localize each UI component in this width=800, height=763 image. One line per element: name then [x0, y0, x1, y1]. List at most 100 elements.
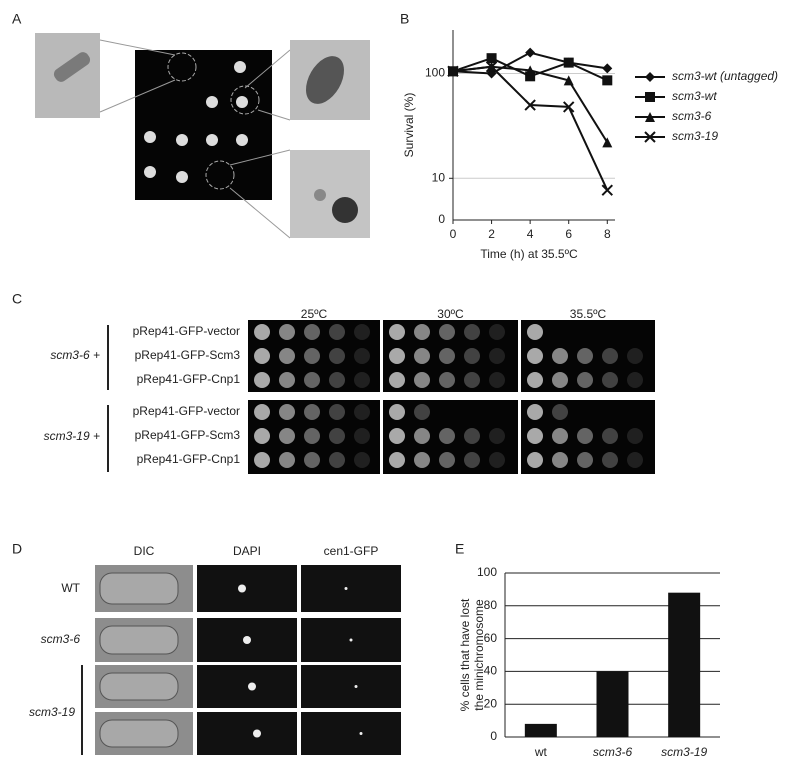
- spot: [439, 452, 455, 468]
- marker: [645, 72, 655, 82]
- spot: [254, 324, 270, 340]
- micrograph: [301, 665, 401, 708]
- y-axis-label: the minichromosome: [472, 599, 486, 711]
- signal: [359, 732, 363, 735]
- spot: [439, 372, 455, 388]
- spot: [489, 428, 505, 444]
- signal: [344, 587, 348, 590]
- row-label: scm3-6: [41, 632, 81, 646]
- spot: [464, 324, 480, 340]
- x-tick-label: 4: [527, 227, 534, 241]
- spot: [254, 348, 270, 364]
- plasmid-label: pRep41-GFP-Cnp1: [137, 452, 241, 466]
- spot: [329, 324, 345, 340]
- spot: [389, 348, 405, 364]
- signal: [253, 729, 261, 738]
- plasmid-label: pRep41-GFP-Scm3: [135, 348, 241, 362]
- marker: [485, 61, 498, 73]
- spot: [577, 372, 593, 388]
- spot: [329, 404, 345, 420]
- legend-label: scm3-19: [672, 129, 718, 143]
- plasmid-label: pRep41-GFP-vector: [133, 404, 240, 418]
- spot: [414, 348, 430, 364]
- spot: [304, 428, 320, 444]
- micrograph: [197, 565, 297, 612]
- x-axis-label: Time (h) at 35.5ºC: [480, 247, 578, 261]
- y-tick-label: 60: [484, 631, 498, 645]
- bar: [668, 592, 701, 737]
- y-tick-label: 80: [484, 598, 498, 612]
- spot: [439, 324, 455, 340]
- signal: [354, 685, 358, 688]
- spot: [414, 452, 430, 468]
- row-label: scm3-19: [29, 705, 75, 719]
- series-line: [452, 65, 609, 191]
- temperature-label: 25ºC: [301, 307, 328, 321]
- y-tick-label: 40: [484, 664, 498, 678]
- x-tick-label: 2: [488, 227, 495, 241]
- y-tick-label: 100: [425, 66, 445, 80]
- spot: [354, 324, 370, 340]
- spot: [527, 404, 543, 420]
- spot: [602, 348, 618, 364]
- spot: [354, 348, 370, 364]
- spot: [304, 404, 320, 420]
- spot: [552, 372, 568, 388]
- spot: [304, 452, 320, 468]
- column-label: cen1-GFP: [324, 544, 379, 558]
- marker: [601, 184, 613, 196]
- spot: [279, 324, 295, 340]
- x-tick-label: 6: [565, 227, 572, 241]
- spot: [552, 404, 568, 420]
- spot: [489, 324, 505, 340]
- spot: [489, 372, 505, 388]
- spot: [414, 372, 430, 388]
- spot: [254, 452, 270, 468]
- spot: [304, 324, 320, 340]
- x-tick-label: scm3-6: [593, 745, 633, 759]
- y-axis-label: Survival (%): [402, 93, 416, 158]
- spot: [602, 452, 618, 468]
- spot: [439, 348, 455, 364]
- cell: [99, 719, 179, 748]
- spot: [577, 428, 593, 444]
- spot: [552, 348, 568, 364]
- legend-label: scm3-wt (untagged): [672, 69, 778, 83]
- spot: [279, 372, 295, 388]
- legend-label: scm3-6: [672, 109, 712, 123]
- bar: [524, 723, 557, 737]
- spot: [354, 372, 370, 388]
- spot: [602, 428, 618, 444]
- spot: [577, 348, 593, 364]
- spot: [329, 452, 345, 468]
- spot: [389, 404, 405, 420]
- spot: [254, 428, 270, 444]
- spot: [489, 452, 505, 468]
- spot: [254, 404, 270, 420]
- column-label: DIC: [134, 544, 155, 558]
- cell: [99, 672, 179, 701]
- spot: [354, 404, 370, 420]
- spot: [527, 372, 543, 388]
- spot: [414, 404, 430, 420]
- micrograph: [197, 665, 297, 708]
- spot: [527, 348, 543, 364]
- y-tick-label: 20: [484, 696, 498, 710]
- x-tick-label: 0: [450, 227, 457, 241]
- plasmid-label: pRep41-GFP-vector: [133, 324, 240, 338]
- micrograph: [301, 712, 401, 755]
- panel-label: E: [455, 541, 464, 557]
- spot: [414, 324, 430, 340]
- signal: [349, 638, 353, 642]
- plasmid-label: pRep41-GFP-Scm3: [135, 428, 241, 442]
- spot: [389, 324, 405, 340]
- spot: [527, 428, 543, 444]
- panel-label: D: [12, 541, 22, 557]
- spot: [304, 372, 320, 388]
- strain-label: scm3-19 +: [44, 429, 100, 443]
- bar: [596, 671, 629, 737]
- spot: [304, 348, 320, 364]
- marker: [486, 53, 497, 64]
- spot: [527, 324, 543, 340]
